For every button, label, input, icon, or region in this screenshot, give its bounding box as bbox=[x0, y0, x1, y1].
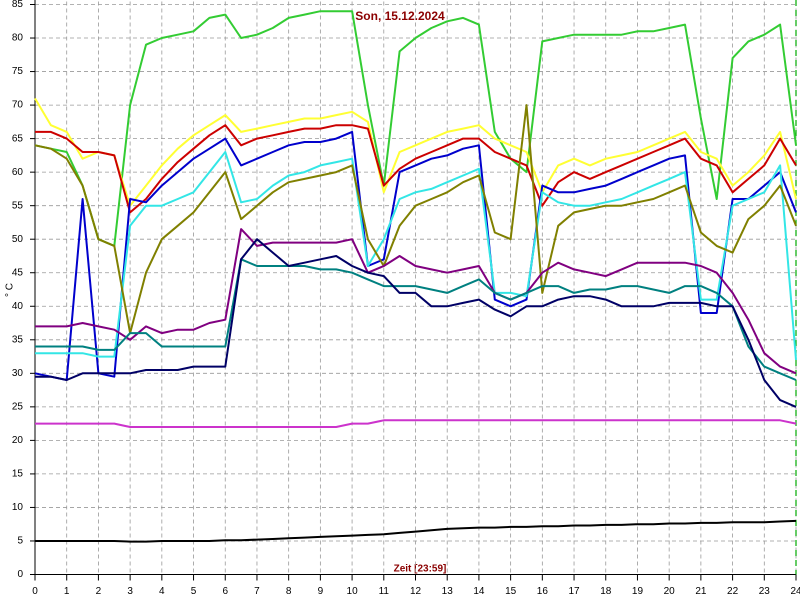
y-tick-label: 60 bbox=[12, 167, 24, 178]
y-tick-label: 30 bbox=[12, 368, 24, 379]
series-line bbox=[34, 130, 797, 381]
x-tick-label: 17 bbox=[568, 586, 580, 597]
x-tick-label: 11 bbox=[379, 586, 390, 597]
x-tick-label: 10 bbox=[347, 586, 359, 597]
x-tick-label: 5 bbox=[191, 586, 197, 597]
x-tick-label: 3 bbox=[127, 586, 133, 597]
x-tick-label: 12 bbox=[410, 586, 422, 597]
series-line bbox=[35, 519, 797, 543]
x-tick-label: 21 bbox=[695, 586, 707, 597]
x-tick-label: 1 bbox=[64, 586, 70, 597]
x-tick-label: 7 bbox=[254, 586, 260, 597]
x-tick-label: 16 bbox=[537, 586, 549, 597]
y-tick-label: 15 bbox=[12, 469, 24, 480]
y-tick-label: 5 bbox=[17, 536, 23, 547]
x-tick-label: 15 bbox=[505, 586, 517, 597]
series-line bbox=[34, 97, 797, 207]
y-tick-label: 10 bbox=[12, 502, 24, 513]
y-tick-label: 80 bbox=[12, 33, 24, 44]
y-tick-label: 35 bbox=[12, 334, 24, 345]
series-line bbox=[35, 238, 797, 408]
x-tick-label: 2 bbox=[96, 586, 102, 597]
x-tick-label: 23 bbox=[759, 586, 771, 597]
x-tick-label: 18 bbox=[600, 586, 612, 597]
series-line bbox=[35, 258, 797, 381]
y-tick-label: 25 bbox=[12, 401, 24, 412]
x-tick-label: 24 bbox=[790, 586, 800, 597]
x-tick-label: 14 bbox=[473, 586, 485, 597]
y-tick-label: 40 bbox=[12, 301, 24, 312]
y-tick-label: 50 bbox=[12, 234, 24, 245]
x-tick-label: 13 bbox=[442, 586, 454, 597]
y-axis-label: ° C bbox=[5, 283, 16, 297]
x-tick-label: 20 bbox=[664, 586, 676, 597]
series-line bbox=[34, 10, 797, 247]
series-line bbox=[35, 419, 797, 428]
x-tick-label: 9 bbox=[318, 586, 324, 597]
chart-title: Son, 15.12.2024 bbox=[355, 9, 445, 23]
y-tick-label: 0 bbox=[17, 569, 23, 580]
x-axis-label: Zeit [23:59] bbox=[394, 564, 447, 575]
y-tick-label: 65 bbox=[12, 133, 24, 144]
x-tick-label: 8 bbox=[286, 586, 292, 597]
x-tick-label: 4 bbox=[159, 586, 165, 597]
x-tick-label: 6 bbox=[222, 586, 228, 597]
y-tick-label: 70 bbox=[12, 100, 24, 111]
series-line bbox=[35, 228, 797, 375]
x-tick-label: 22 bbox=[727, 586, 739, 597]
x-tick-label: 19 bbox=[632, 586, 644, 597]
series-line bbox=[35, 124, 797, 214]
y-tick-label: 55 bbox=[12, 200, 24, 211]
series-line bbox=[34, 104, 797, 335]
x-tick-label: 0 bbox=[32, 586, 38, 597]
y-tick-label: 85 bbox=[12, 0, 24, 10]
series-line bbox=[35, 151, 797, 360]
y-tick-label: 75 bbox=[12, 66, 24, 77]
y-tick-label: 20 bbox=[12, 435, 24, 446]
y-tick-label: 45 bbox=[12, 267, 24, 278]
